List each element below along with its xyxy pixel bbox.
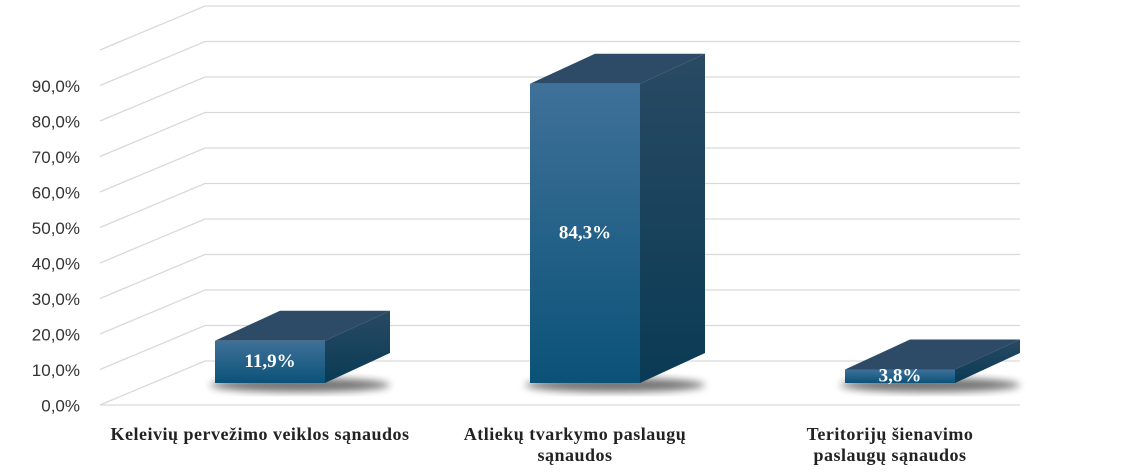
grid-line <box>99 40 1020 87</box>
grid-line <box>99 5 1020 51</box>
y-tick-label: 30,0% <box>32 290 80 309</box>
bar-side <box>325 310 390 383</box>
grid-line <box>99 253 1020 300</box>
y-tick-label: 90,0% <box>32 77 80 96</box>
grid-line <box>99 360 1020 406</box>
data-label: 84,3% <box>559 223 611 244</box>
bar-top <box>530 53 705 84</box>
x-tick-label: Atliekų tvarkymo paslaugų sąnaudos <box>463 424 687 465</box>
bar-side <box>640 53 705 384</box>
y-tick-label: 80,0% <box>32 112 80 131</box>
y-tick-label: 10,0% <box>32 361 80 380</box>
y-tick-label: 50,0% <box>32 219 80 238</box>
grid-line <box>99 324 1020 371</box>
bar <box>215 340 325 383</box>
y-tick-label: 70,0% <box>32 148 80 167</box>
bar <box>530 83 640 384</box>
x-tick-label: Teritorijų šienavimo paslaugų sąnaudos <box>806 424 974 465</box>
bar-top <box>845 339 1020 370</box>
y-tick-label: 20,0% <box>32 325 80 344</box>
y-tick-label: 0,0% <box>41 396 80 415</box>
y-tick-label: 60,0% <box>32 183 80 202</box>
bar-side <box>955 339 1020 383</box>
data-label: 3,8% <box>879 366 922 387</box>
grid-line <box>99 182 1020 229</box>
bar-top <box>215 310 390 341</box>
grid-line <box>99 76 1020 122</box>
x-tick-label: Keleivių pervežimo veiklos sąnaudos <box>110 424 410 444</box>
bar <box>845 369 955 383</box>
grid-line <box>99 289 1020 335</box>
grid-line <box>99 147 1020 193</box>
y-tick-label: 40,0% <box>32 254 80 273</box>
grid-line <box>99 111 1020 158</box>
grid-line <box>99 218 1020 264</box>
data-label: 11,9% <box>244 351 295 372</box>
